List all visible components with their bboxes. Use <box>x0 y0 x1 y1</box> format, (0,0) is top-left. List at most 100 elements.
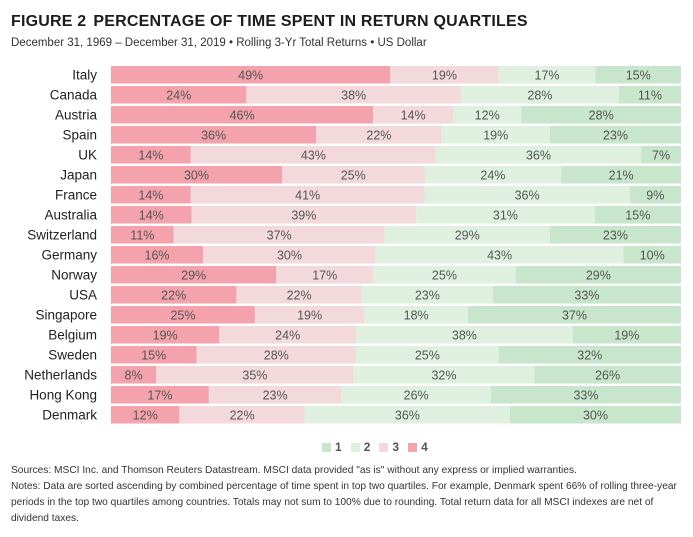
bar-segment-germany-q4 <box>111 246 204 264</box>
bar-segment-belgium-q2 <box>356 326 573 344</box>
data-label-canada-q3: 38% <box>341 88 366 102</box>
data-label-japan-q4: 30% <box>184 168 209 182</box>
legend-item-1: 1 <box>322 440 342 454</box>
legend-swatch-1 <box>322 442 331 452</box>
legend-label-2: 2 <box>363 440 371 454</box>
country-label-uk: UK <box>78 147 97 162</box>
data-label-usa-q2: 23% <box>415 288 440 302</box>
country-label-netherlands: Netherlands <box>24 367 97 382</box>
data-label-japan-q2: 24% <box>480 168 505 182</box>
bar-segment-hong-kong-q2 <box>341 386 491 404</box>
bar-segment-belgium-q3 <box>219 326 357 344</box>
bar-segment-denmark-q4 <box>111 406 180 424</box>
data-label-netherlands-q4: 8% <box>125 368 143 382</box>
data-label-netherlands-q1: 26% <box>595 368 620 382</box>
data-label-germany-q2: 43% <box>487 248 512 262</box>
bar-segment-usa-q3 <box>236 286 362 304</box>
bar-segment-switzerland-q1 <box>549 226 681 244</box>
bar-segment-germany-q3 <box>203 246 376 264</box>
legend-item-3: 3 <box>379 440 399 454</box>
data-label-france-q4: 14% <box>138 188 163 202</box>
bar-segment-switzerland-q2 <box>384 226 550 244</box>
data-label-austria-q4: 46% <box>230 108 255 122</box>
country-label-norway: Norway <box>51 267 97 282</box>
data-label-germany-q1: 10% <box>640 248 665 262</box>
bar-segment-netherlands-q2 <box>353 366 535 384</box>
bar-segment-australia-q1 <box>594 206 681 224</box>
data-label-norway-q2: 25% <box>432 268 457 282</box>
bar-segment-italy-q1 <box>595 66 681 84</box>
country-label-belgium: Belgium <box>48 327 97 342</box>
country-label-sweden: Sweden <box>48 347 97 362</box>
data-label-france-q3: 41% <box>295 188 320 202</box>
data-label-canada-q2: 28% <box>527 88 552 102</box>
data-label-sweden-q1: 32% <box>577 348 602 362</box>
data-label-singapore-q2: 18% <box>404 308 429 322</box>
data-label-singapore-q4: 25% <box>170 308 195 322</box>
bar-segment-netherlands-q4 <box>111 366 157 384</box>
figure-title: FIGURE 2 PERCENTAGE OF TIME SPENT IN RETU… <box>11 13 528 31</box>
legend-swatch-4 <box>408 442 418 452</box>
country-label-switzerland: Switzerland <box>27 227 97 242</box>
bar-segment-hong-kong-q1 <box>491 386 681 404</box>
data-label-canada-q1: 11% <box>638 88 662 102</box>
country-label-canada: Canada <box>50 87 98 102</box>
data-label-australia-q3: 39% <box>291 208 316 222</box>
footnotes: Sources: MSCI Inc. and Thomson Reuters D… <box>11 463 683 527</box>
bar-segment-italy-q2 <box>498 66 596 84</box>
legend-swatch-3 <box>379 442 389 452</box>
data-label-japan-q1: 21% <box>609 168 634 182</box>
bar-segment-italy-q3 <box>390 66 499 84</box>
data-label-austria-q2: 12% <box>475 108 500 122</box>
bar-segment-germany-q2 <box>375 246 624 264</box>
bar-segment-uk-q4 <box>111 146 191 164</box>
data-label-italy-q1: 15% <box>626 68 651 82</box>
data-label-uk-q3: 43% <box>301 148 326 162</box>
data-label-belgium-q2: 38% <box>452 328 477 342</box>
bar-segment-singapore-q1 <box>467 306 681 324</box>
bar-segment-norway-q2 <box>373 266 516 284</box>
bar-segment-australia-q2 <box>416 206 595 224</box>
data-label-hong-kong-q2: 26% <box>404 388 429 402</box>
bar-segment-japan-q4 <box>111 166 282 184</box>
legend-item-2: 2 <box>350 440 371 454</box>
bar-segment-denmark-q1 <box>510 406 681 424</box>
data-label-denmark-q4: 12% <box>133 408 158 422</box>
bar-segment-belgium-q4 <box>111 326 220 344</box>
country-label-italy: Italy <box>72 67 97 82</box>
country-label-france: France <box>55 187 97 202</box>
bar-segment-netherlands-q1 <box>534 366 681 384</box>
data-label-netherlands-q2: 32% <box>431 368 456 382</box>
bar-segment-sweden-q2 <box>356 346 499 364</box>
data-label-australia-q1: 15% <box>625 208 650 222</box>
legend-swatch-2 <box>350 442 360 452</box>
bar-segment-spain-q1 <box>549 126 681 144</box>
country-label-australia: Australia <box>44 207 97 222</box>
bar-segment-france-q3 <box>190 186 425 204</box>
data-label-denmark-q3: 22% <box>230 408 255 422</box>
bar-segment-usa-q2 <box>361 286 493 304</box>
bar-segment-canada-q4 <box>111 86 247 104</box>
country-label-germany: Germany <box>41 247 97 262</box>
data-label-belgium-q4: 19% <box>153 328 178 342</box>
figure-subtitle: December 31, 1969 – December 31, 2019 • … <box>11 37 427 49</box>
data-label-canada-q4: 24% <box>166 88 191 102</box>
chart-legend: 1 2 3 4 <box>322 440 437 454</box>
data-label-usa-q1: 33% <box>574 288 599 302</box>
bar-segment-australia-q3 <box>191 206 417 224</box>
country-label-austria: Austria <box>55 107 98 122</box>
data-label-spain-q1: 23% <box>603 128 628 142</box>
bar-segment-austria-q2 <box>453 106 522 124</box>
data-label-hong-kong-q4: 17% <box>147 388 172 402</box>
bar-segment-netherlands-q3 <box>156 366 354 384</box>
bar-segment-spain-q4 <box>111 126 317 144</box>
bar-segment-sweden-q1 <box>498 346 681 364</box>
bar-segment-hong-kong-q3 <box>208 386 342 404</box>
bar-segment-sweden-q4 <box>111 346 197 364</box>
sources-note: Sources: MSCI Inc. and Thomson Reuters D… <box>11 465 577 476</box>
data-label-switzerland-q2: 29% <box>455 228 480 242</box>
legend-label-1: 1 <box>335 440 342 454</box>
country-label-denmark: Denmark <box>42 407 97 422</box>
data-label-uk-q1: 7% <box>652 148 670 162</box>
bar-segment-austria-q3 <box>373 106 453 124</box>
